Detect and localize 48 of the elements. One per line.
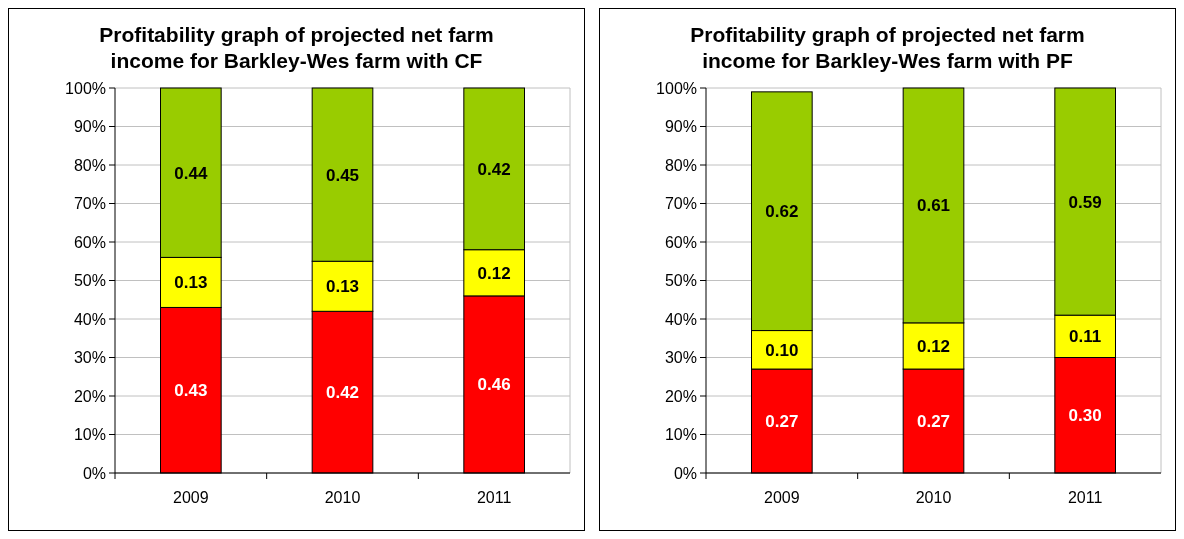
y-tick-label: 90% (73, 118, 106, 136)
y-tick-label: 50% (664, 272, 697, 290)
y-tick-label: 50% (73, 272, 106, 290)
data-label: 0.59 (1068, 192, 1102, 212)
data-label: 0.13 (174, 273, 208, 293)
y-tick-label: 20% (664, 387, 697, 405)
y-tick-label: 100% (65, 79, 106, 97)
y-tick-label: 70% (73, 195, 106, 213)
y-tick-label: 10% (73, 426, 106, 444)
data-label: 0.12 (916, 336, 951, 356)
data-label: 0.46 (477, 375, 511, 395)
y-tick-label: 20% (73, 387, 106, 405)
data-label: 0.43 (174, 381, 208, 401)
data-label: 0.45 (325, 165, 360, 185)
data-label: 0.12 (477, 263, 511, 283)
y-tick-label: 0% (82, 464, 106, 482)
data-label: 0.42 (325, 383, 360, 403)
y-tick-label: 30% (73, 349, 106, 367)
data-label: 0.62 (765, 202, 799, 222)
x-tick-label: 2011 (476, 489, 512, 506)
data-label: 0.11 (1069, 327, 1102, 347)
y-tick-label: 100% (656, 79, 697, 97)
y-tick-label: 90% (664, 118, 697, 136)
y-tick-label: 30% (664, 349, 697, 367)
y-tick-label: 40% (664, 310, 697, 328)
data-label: 0.30 (1068, 406, 1102, 426)
data-label: 0.42 (477, 159, 511, 179)
data-label: 0.27 (765, 411, 799, 431)
chart-title: Profitability graph of projected net farm income for Barkley-Wes farm with PF (690, 23, 1085, 72)
x-tick-label: 2011 (1067, 489, 1103, 506)
chart-title: Profitability graph of projected net farm income for Barkley-Wes farm with CF (99, 23, 494, 72)
x-tick-label: 2009 (173, 489, 209, 506)
x-tick-label: 2010 (915, 489, 952, 506)
data-label: 0.61 (916, 196, 951, 216)
y-tick-label: 60% (73, 233, 106, 251)
y-tick-label: 80% (73, 156, 106, 174)
y-tick-label: 40% (73, 310, 106, 328)
y-tick-label: 0% (673, 464, 697, 482)
y-tick-label: 80% (664, 156, 697, 174)
data-label: 0.44 (174, 163, 208, 183)
data-label: 0.13 (325, 277, 360, 297)
y-tick-label: 70% (664, 195, 697, 213)
y-tick-label: 10% (664, 426, 697, 444)
x-tick-label: 2010 (324, 489, 361, 506)
data-label: 0.27 (916, 411, 951, 431)
data-label: 0.10 (765, 340, 799, 360)
x-tick-label: 2009 (764, 489, 800, 506)
y-tick-label: 60% (664, 233, 697, 251)
